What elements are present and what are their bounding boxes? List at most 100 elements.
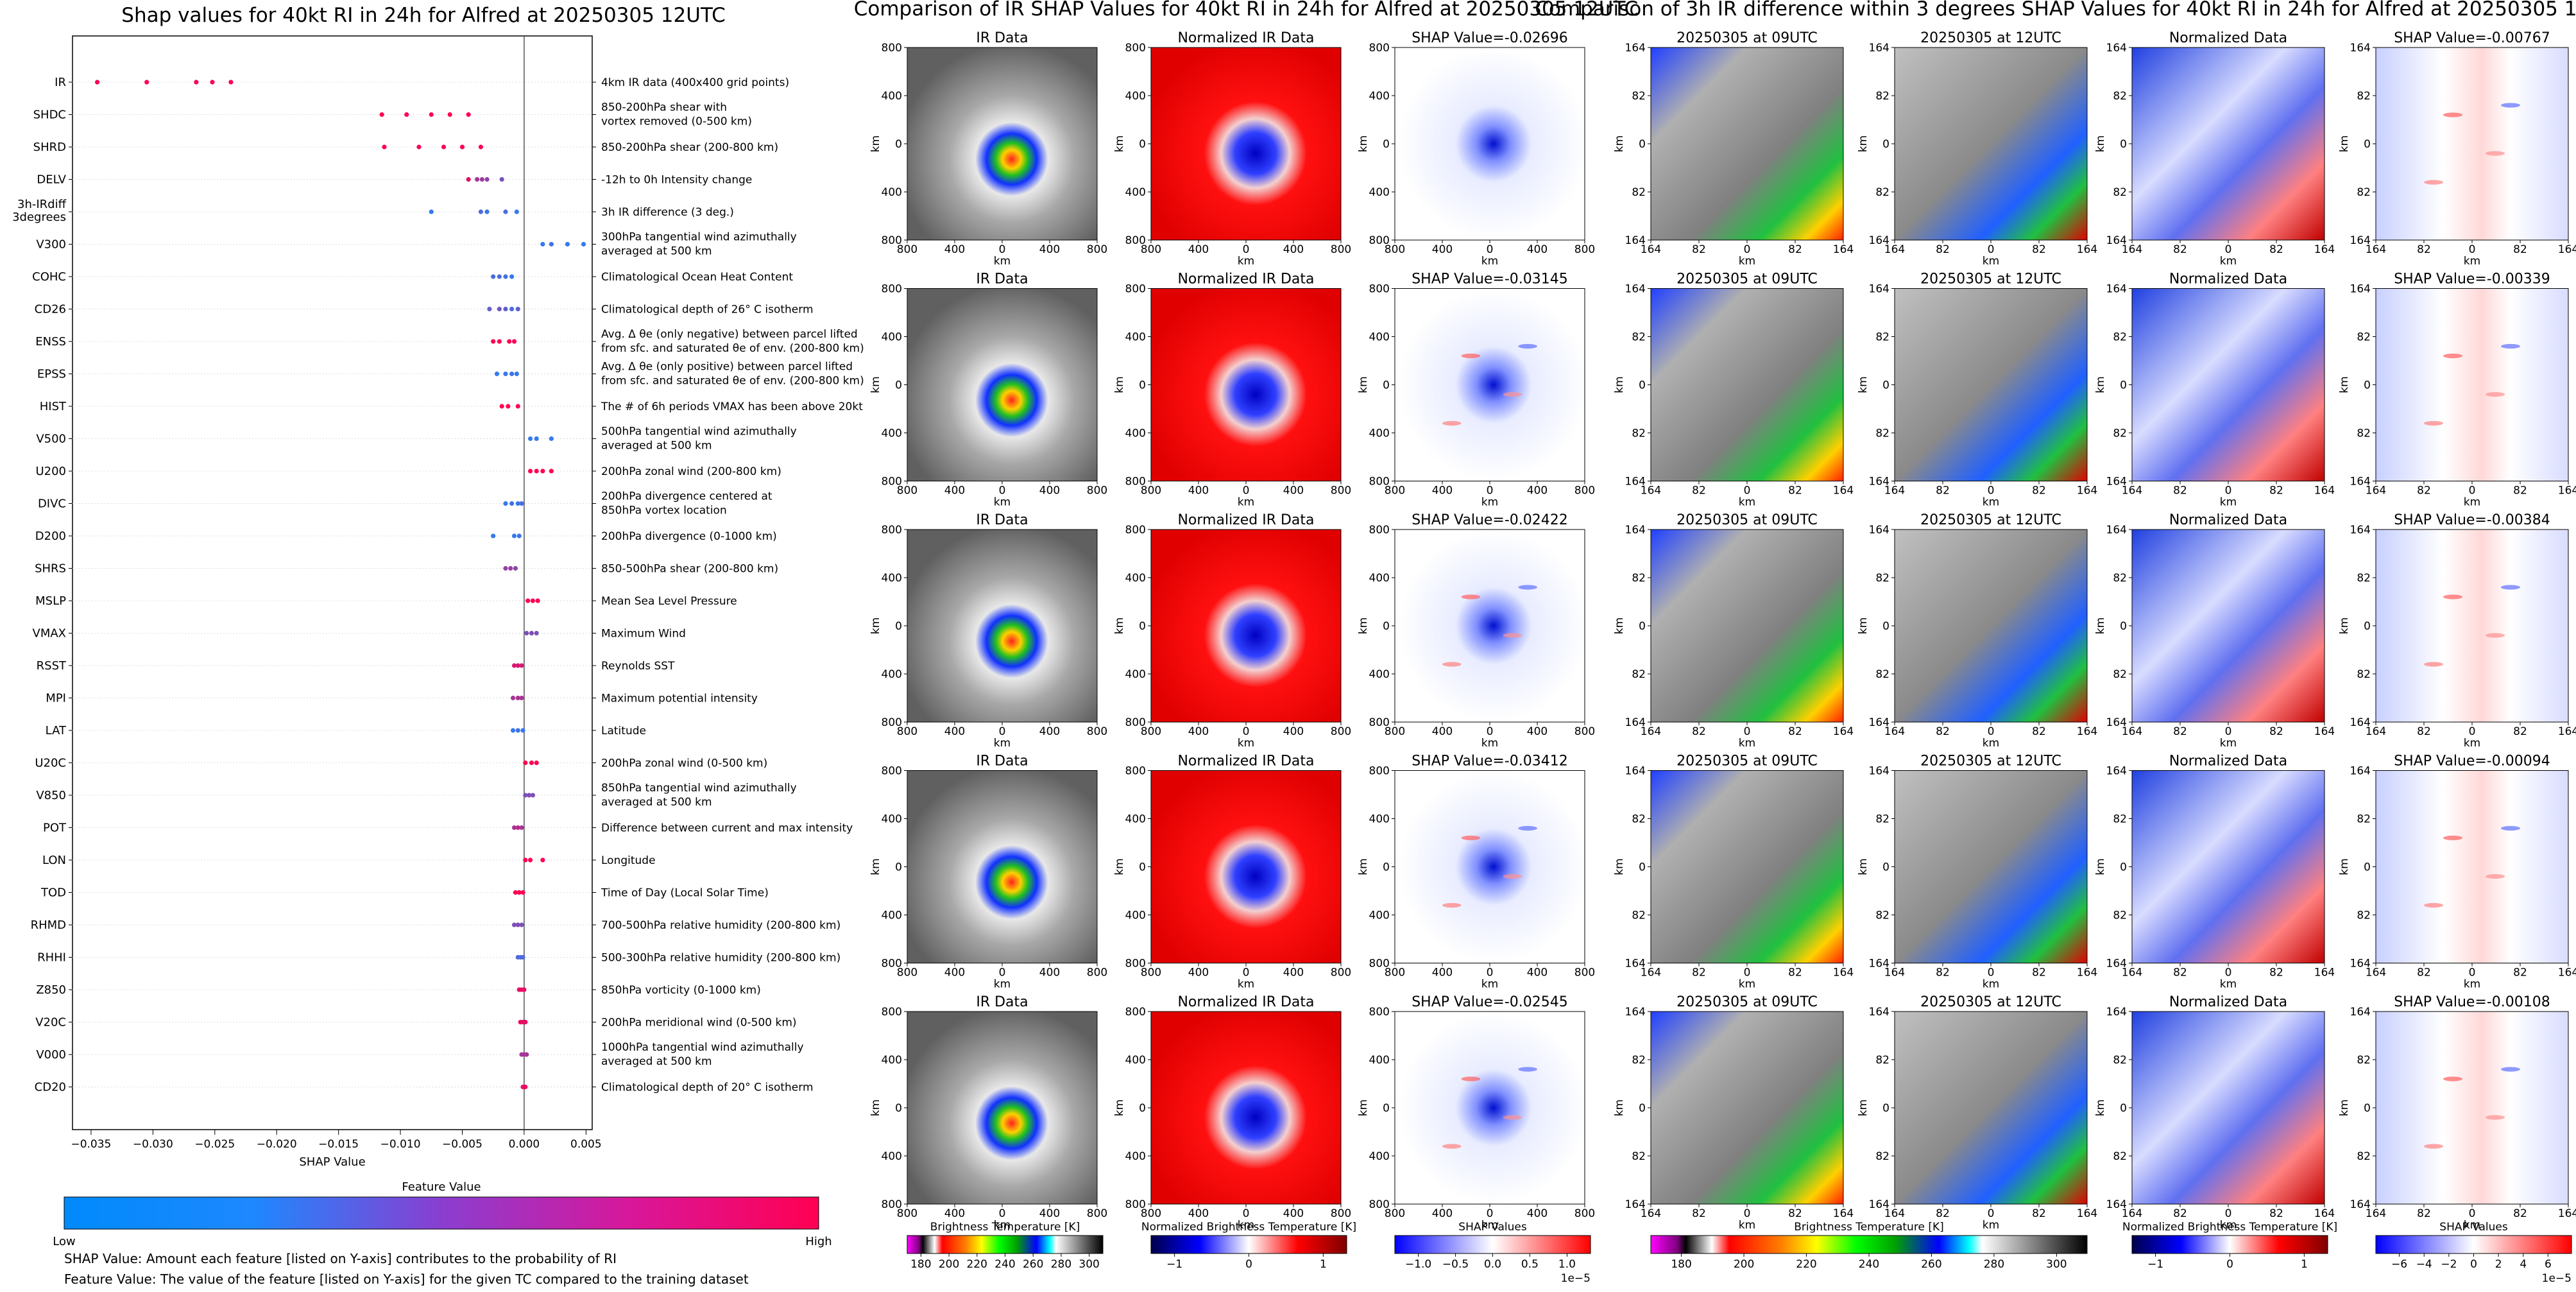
panel-x-tick-label: 164 [2077, 243, 2097, 256]
panel-title: 20250305 at 12UTC [1920, 754, 2061, 770]
panel-x-tick-label: 82 [1936, 725, 1950, 738]
panel-x-axis-label: km [1238, 496, 1254, 509]
colorbar-tick-label: 1 [2301, 1258, 2308, 1271]
shap-patch [1518, 343, 1537, 349]
panel-y-tick-label: 164 [1869, 716, 1889, 729]
feature-label: DIVC [38, 497, 66, 511]
shap-point [491, 533, 496, 538]
panel-y-tick-label: 800 [1125, 283, 1146, 296]
panel-x-tick-label: 0 [1487, 485, 1494, 497]
shap-patch [2424, 1144, 2443, 1149]
panel-y-axis-label: km [1857, 617, 1870, 634]
panel-y-axis-label: km [1613, 617, 1626, 634]
panel-y-axis-label: km [1857, 1099, 1870, 1116]
panel-x-tick-label: 82 [2173, 725, 2187, 738]
shap-point [523, 1084, 528, 1090]
panel-x-tick-label: 82 [1788, 1207, 1802, 1220]
panel-title: 20250305 at 12UTC [1920, 30, 2061, 46]
panel-y-tick-label: 164 [2350, 716, 2371, 729]
colorbar-strip [1650, 1235, 2088, 1254]
heatmap-panel: Normalized Data1641648282008282164164kmk… [2094, 271, 2335, 509]
panel-x-tick-label: 82 [2032, 725, 2046, 738]
panel-y-tick-label: 164 [2106, 765, 2127, 778]
panel-x-tick-label: 0 [1744, 243, 1751, 256]
shap-patch [1442, 1144, 1462, 1149]
panel-x-tick-label: 164 [2366, 967, 2386, 979]
panel-x-tick-label: 800 [1087, 725, 1107, 738]
panel-y-tick-label: 800 [1369, 716, 1390, 729]
panel-x-axis-label: km [1238, 978, 1254, 991]
panel-title: Normalized IR Data [1177, 512, 1314, 528]
colorbar-tick-label: 240 [994, 1258, 1015, 1271]
feature-label: RHHI [37, 951, 66, 965]
panel-y-tick-label: 400 [882, 186, 902, 199]
colorbar-tick-label: 180 [910, 1258, 931, 1271]
shap-patch [1518, 585, 1537, 590]
panel-x-tick-label: 800 [1574, 1207, 1595, 1220]
summary-note-shap: SHAP Value: Amount each feature [listed … [64, 1251, 617, 1266]
panel-x-axis-label: km [994, 978, 1011, 991]
heatmap-panel: Normalized IR Data8008004004000040040080… [1113, 512, 1351, 750]
feature-label-group: IR SHDC SHRD DELV 3h-IRdiff 3degrees V300 COHC C… [12, 76, 67, 1094]
panel-x-tick-label: 800 [897, 1207, 917, 1220]
panel-y-axis-label: km [1613, 858, 1626, 875]
panel-x-tick-label: 400 [1039, 967, 1060, 979]
panel-title: SHAP Value=-0.00339 [2394, 271, 2550, 288]
panel-x-tick-label: 164 [1833, 243, 1854, 256]
panel-y-tick-label: 82 [1632, 572, 1646, 585]
panel-y-axis-label: km [1857, 376, 1870, 393]
panel-x-tick-label: 400 [1283, 967, 1304, 979]
panel-y-axis-label: km [2338, 135, 2351, 152]
panel-x-tick-label: 82 [1788, 725, 1802, 738]
panel-x-axis-label: km [1983, 1219, 1999, 1232]
shap-point [523, 760, 528, 766]
shap-patch [1442, 902, 1462, 908]
panel-y-axis-label: km [1357, 858, 1370, 875]
panel-x-tick-label: 82 [1936, 485, 1950, 497]
summary-gridlines [69, 82, 596, 1087]
shap-patch [2443, 353, 2462, 359]
panel-x-tick-label: 82 [2173, 967, 2187, 979]
panel-y-tick-label: 82 [1632, 813, 1646, 826]
panel-y-tick-label: 164 [2350, 524, 2371, 537]
heatmap-panel: 20250305 at 12UTC1641648282008282164164k… [1857, 512, 2097, 750]
colorbar-label: SHAP Values [2439, 1221, 2508, 1234]
panel-x-tick-label: 0 [1988, 485, 1995, 497]
panel-y-tick-label: 800 [1125, 476, 1146, 488]
panel-y-tick-label: 82 [2113, 186, 2127, 199]
panel-y-tick-label: 82 [1875, 813, 1889, 826]
feature-label: MPI [46, 692, 66, 705]
panel-x-axis-label: km [2464, 1219, 2480, 1232]
panel-y-tick-label: 0 [1639, 1102, 1646, 1115]
panel-x-tick-label: 800 [1087, 485, 1107, 497]
panel-y-axis-label: km [2094, 617, 2107, 634]
heatmap-panel: Normalized IR Data8008004004000040040080… [1113, 754, 1351, 991]
feature-colorbar [64, 1196, 819, 1230]
panel-y-tick-label: 164 [2350, 234, 2371, 247]
shap-point [540, 469, 545, 474]
colorbar-tick-label: −6 [2391, 1258, 2407, 1271]
panel-y-tick-label: 0 [895, 138, 902, 151]
shap-point [510, 695, 516, 701]
panel-y-tick-label: 400 [882, 1150, 902, 1163]
shap-point [511, 663, 517, 668]
shap-patch [2501, 585, 2520, 590]
panel-x-tick-label: 400 [1527, 967, 1548, 979]
shap-point [519, 922, 524, 927]
shap-patch [1442, 420, 1462, 426]
panel-title: SHAP Value=-0.00108 [2394, 994, 2550, 1010]
shap-patch [2424, 902, 2443, 908]
panel-x-tick-label: 800 [1141, 243, 1161, 256]
shap-point [519, 695, 524, 701]
shap-point [515, 728, 520, 733]
panel-x-tick-label: 800 [1087, 967, 1107, 979]
feature-description: 4km IR data (400x400 grid points) [601, 76, 789, 89]
shap-point [519, 501, 524, 506]
panel-x-tick-label: 82 [2417, 485, 2431, 497]
shap-patch [2486, 874, 2505, 879]
panel-y-tick-label: 0 [2364, 379, 2371, 392]
panel-y-tick-label: 164 [1869, 524, 1889, 537]
shap-point [515, 663, 520, 668]
panel-x-tick-label: 0 [2225, 243, 2232, 256]
feature-description: 1000hPa tangential wind azimuthally avera… [601, 1041, 804, 1068]
